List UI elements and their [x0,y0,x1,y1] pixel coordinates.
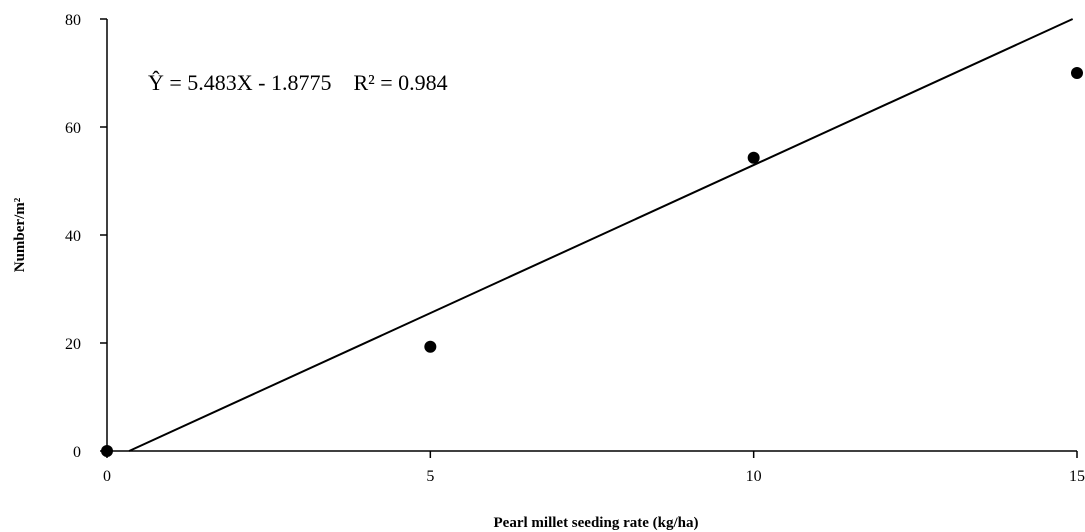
y-tick-label: 60 [65,120,81,137]
data-point [747,151,760,164]
data-point [101,445,113,457]
y-axis-ticks: 0 20 40 60 80 [65,12,107,461]
data-point [1071,67,1083,79]
trendline [128,18,1074,452]
y-tick-label: 0 [73,444,81,461]
x-tick-label: 15 [1069,468,1085,485]
y-tick-label: 80 [65,12,81,29]
y-axis-title: Number/m² [12,197,28,272]
regression-equation: Ŷ = 5.483X - 1.8775 R² = 0.984 [148,70,448,95]
x-tick-label: 5 [426,468,434,485]
x-tick-label: 10 [746,468,762,485]
x-axis-ticks: 0 5 10 15 [103,451,1085,485]
y-tick-label: 20 [65,336,81,353]
trendline-group [128,18,1074,452]
data-points [101,67,1083,457]
y-tick-label: 40 [65,228,81,245]
data-point [424,340,437,353]
x-axis-title: Pearl millet seeding rate (kg/ha) [494,515,699,531]
x-tick-label: 0 [103,468,111,485]
